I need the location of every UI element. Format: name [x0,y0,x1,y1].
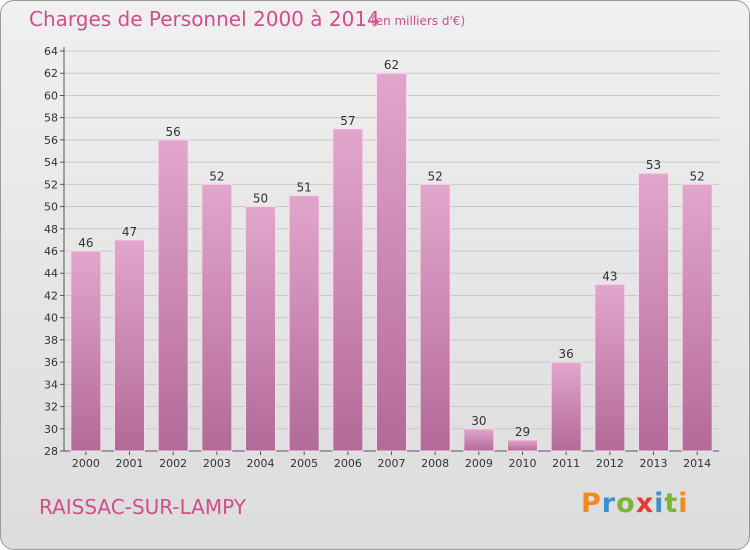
proxiti-logo: Proxiti [581,488,689,519]
y-tick-label: 42 [44,289,58,302]
x-tick-label: 2004 [247,457,275,470]
x-tick-label: 2005 [290,457,318,470]
data-label: 50 [253,192,268,206]
y-tick-label: 48 [44,223,58,236]
x-tick-label: 2010 [509,457,537,470]
chart-subtitle: (en milliers d'€) [371,14,466,28]
x-tick-label: 2011 [552,457,580,470]
data-label: 56 [166,125,181,139]
data-label: 62 [384,58,399,72]
bars [70,72,713,452]
y-tick-label: 32 [44,401,58,414]
y-tick-label: 46 [44,245,58,258]
bar-2009 [463,428,495,452]
y-tick-label: 34 [44,378,58,391]
x-tick-label: 2012 [596,457,624,470]
y-tick-label: 52 [44,178,58,191]
bar-2008 [419,183,451,452]
y-tick-label: 60 [44,89,58,102]
data-label: 46 [78,236,93,250]
x-tick-label: 2013 [640,457,668,470]
chart-title: Charges de Personnel 2000 à 2014 [29,7,380,31]
axes: 28 30 32 34 36 38 40 42 44 46 48 50 52 54 56 58 60 62 64 20… [44,45,719,470]
bar-2011 [550,361,582,452]
data-label: 36 [559,347,574,361]
data-label: 51 [297,180,312,194]
y-tick-label: 28 [44,445,58,458]
y-tick-label: 58 [44,112,58,125]
bar-2013 [638,172,669,452]
y-tick-label: 56 [44,134,58,147]
y-tick-label: 40 [44,312,58,325]
bar-2002 [157,139,189,452]
x-tick-label: 2002 [159,457,187,470]
x-tick-label: 2003 [203,457,231,470]
y-tick-label: 50 [44,201,58,214]
data-labels: 46 47 56 52 50 51 57 62 52 30 29 36 43 53 52 [78,58,705,439]
x-tick-label: 2001 [116,457,144,470]
y-tick-label: 36 [44,356,58,369]
data-label: 43 [602,269,617,283]
bar-2004 [245,206,276,452]
y-tick-label: 44 [44,267,58,280]
y-tick-label: 30 [44,423,58,436]
data-label: 52 [690,169,705,183]
bar-2000 [70,250,102,452]
x-tick-label: 2008 [421,457,449,470]
y-tick-label: 54 [44,156,58,169]
data-label: 52 [428,169,443,183]
data-label: 52 [209,169,224,183]
data-label: 57 [340,114,355,128]
y-tick-label: 38 [44,334,58,347]
data-label: 47 [122,225,137,239]
bar-2010 [507,439,538,452]
bar-2012 [594,283,626,452]
bar-2003 [201,183,233,452]
y-tick-label: 64 [44,45,58,58]
x-tick-label: 2007 [378,457,406,470]
data-label: 53 [646,158,661,172]
data-label: 29 [515,425,530,439]
data-label: 30 [471,414,486,428]
x-tick-label: 2006 [334,457,362,470]
commune-name: RAISSAC-SUR-LAMPY [39,495,246,519]
bar-2001 [114,239,145,452]
bar-2005 [288,194,320,452]
x-tick-label: 2000 [72,457,100,470]
bar-2007 [376,72,407,452]
bar-2006 [332,128,364,452]
x-tick-label: 2014 [683,457,711,470]
y-tick-label: 62 [44,67,58,80]
bar-2014 [681,183,713,452]
x-tick-label: 2009 [465,457,493,470]
